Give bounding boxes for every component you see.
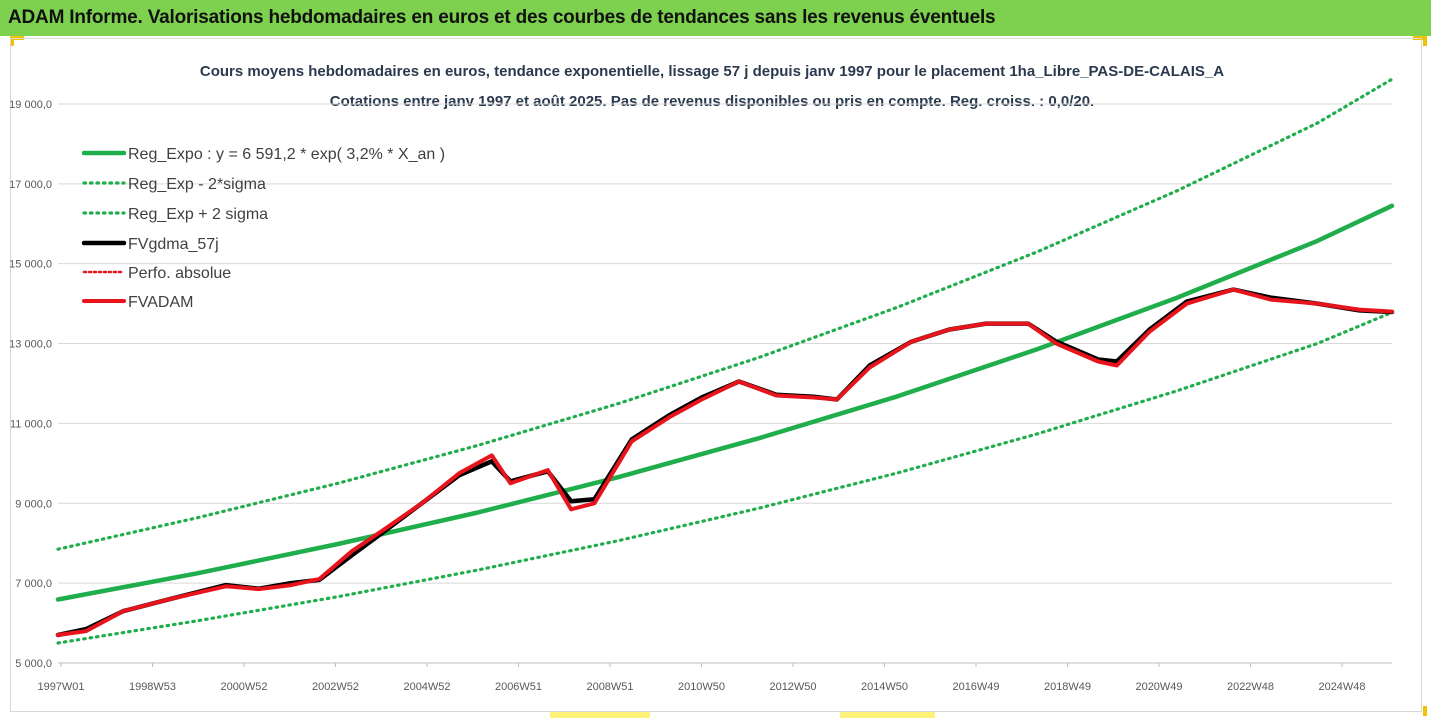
legend-label: FVADAM (128, 294, 193, 311)
x-tick-label: 2016W49 (952, 681, 999, 693)
x-tick-label: 2022W48 (1227, 681, 1274, 693)
x-tick-label: 2014W50 (861, 681, 908, 693)
chart-subtitle: Cotations entre janv 1997 et août 2025. … (330, 93, 1094, 110)
series-line-1 (55, 203, 1395, 602)
y-tick-label: 9 000,0 (15, 498, 52, 510)
y-tick-label: 15 000,0 (9, 259, 52, 271)
x-tick-label: 2006W51 (495, 681, 542, 693)
bottom-strip (840, 712, 935, 718)
x-tick-label: 2002W52 (312, 681, 359, 693)
x-tick-label: 2000W52 (220, 681, 267, 693)
y-tick-label: 5 000,0 (15, 658, 52, 670)
x-tick-label: 1998W53 (129, 681, 176, 693)
series-line-3 (56, 77, 1394, 551)
legend-label: Reg_Expo : y = 6 591,2 * exp( 3,2% * X_a… (128, 146, 445, 163)
corner-mark (10, 36, 14, 46)
legend-label: FVgdma_57j (128, 236, 219, 253)
y-tick-label: 13 000,0 (9, 339, 52, 351)
x-tick-label: 2010W50 (678, 681, 725, 693)
y-tick-label: 7 000,0 (15, 578, 52, 590)
report-banner: ADAM Informe. Valorisations hebdomadaire… (0, 0, 1431, 36)
y-tick-label: 19 000,0 (9, 99, 52, 111)
x-tick-label: 2004W52 (403, 681, 450, 693)
series-line-5 (57, 288, 1393, 636)
chart-frame (10, 38, 1422, 712)
x-tick-label: 2012W50 (769, 681, 816, 693)
bottom-strip (550, 712, 650, 718)
chart-title: Cours moyens hebdomadaires en euros, ten… (200, 63, 1224, 80)
corner-mark (1423, 36, 1427, 46)
x-tick-label: 2018W49 (1044, 681, 1091, 693)
series-line-2 (56, 310, 1394, 645)
x-tick-label: 2024W48 (1318, 681, 1365, 693)
y-tick-label: 17 000,0 (9, 179, 52, 191)
report-title: ADAM Informe. Valorisations hebdomadaire… (8, 7, 996, 28)
legend-label: Reg_Exp + 2 sigma (128, 206, 268, 223)
x-tick-label: 1997W01 (37, 681, 84, 693)
x-tick-label: 2008W51 (586, 681, 633, 693)
legend-label: Perfo. absolue (128, 265, 231, 282)
corner-mark (1423, 706, 1427, 716)
x-tick-label: 2020W49 (1135, 681, 1182, 693)
y-tick-label: 11 000,0 (10, 418, 52, 430)
legend-label: Reg_Exp - 2*sigma (128, 176, 266, 193)
